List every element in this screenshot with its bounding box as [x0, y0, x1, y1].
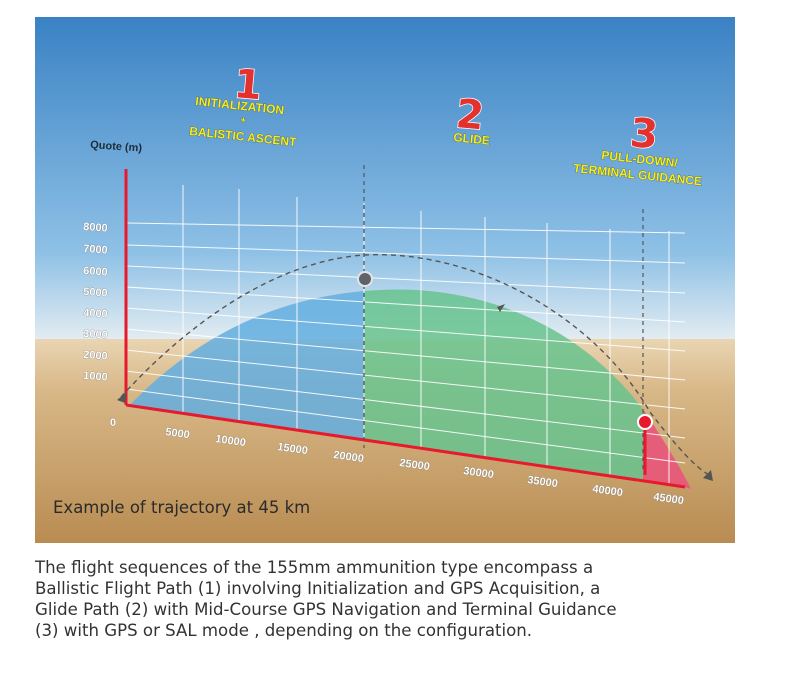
x-axis-line — [125, 403, 686, 489]
y-tick-label: 6000 — [83, 265, 108, 279]
phase-1-label-line: + — [240, 115, 247, 127]
y-tick-label: 0 — [110, 417, 116, 429]
caption-line: Glide Path (2) with Mid-Course GPS Navig… — [35, 600, 617, 619]
phase-3-number: 3 — [628, 110, 660, 158]
figure-caption: The flight sequences of the 155mm ammuni… — [35, 557, 755, 641]
trajectory-areas — [128, 289, 691, 489]
trajectory-dashed-curve — [120, 253, 710, 476]
caption-line: Ballistic Flight Path (1) involving Init… — [35, 579, 601, 598]
phase-2-number: 2 — [454, 91, 486, 139]
caption-line: (3) with GPS or SAL mode , depending on … — [35, 621, 533, 640]
x-tick-label: 40000 — [592, 483, 624, 499]
trajectory-arrow-end — [703, 470, 713, 481]
y-tick-label: 2000 — [83, 349, 108, 363]
y-tick-label: 4000 — [83, 307, 108, 321]
glide-area — [364, 289, 643, 481]
phase-1-number: 1 — [232, 61, 264, 109]
y-tick-label: 3000 — [83, 328, 108, 342]
phase-2-label-line: GLIDE — [453, 130, 491, 148]
trajectory-arrow-mid — [497, 304, 505, 312]
glide-start-marker — [357, 271, 373, 287]
terminal-guidance-marker — [637, 414, 653, 430]
caption-line: The flight sequences of the 155mm ammuni… — [35, 558, 594, 577]
x-tick-label: 30000 — [463, 465, 495, 481]
terminal-guidance-area — [643, 409, 691, 489]
x-tick-label: 10000 — [215, 433, 247, 449]
y-tick-label: 8000 — [83, 221, 108, 235]
y-tick-label: 5000 — [83, 286, 108, 300]
y-tick-label: 7000 — [83, 243, 108, 257]
x-tick-label: 25000 — [399, 457, 431, 473]
x-tick-label: 15000 — [277, 441, 309, 457]
x-tick-label: 35000 — [527, 474, 559, 490]
x-tick-label: 5000 — [165, 426, 191, 441]
trajectory-diagram: Quote (m) 8000 7000 6000 5000 4000 3000 … — [35, 17, 735, 543]
x-tick-label: 45000 — [653, 491, 685, 507]
diagram-subtitle: Example of trajectory at 45 km — [53, 498, 310, 517]
trajectory-arrow-start — [117, 392, 127, 403]
ballistic-ascent-area — [128, 291, 364, 441]
x-tick-label: 20000 — [333, 449, 365, 465]
y-tick-label: 1000 — [83, 370, 108, 384]
y-axis-label: Quote (m) — [90, 139, 143, 155]
